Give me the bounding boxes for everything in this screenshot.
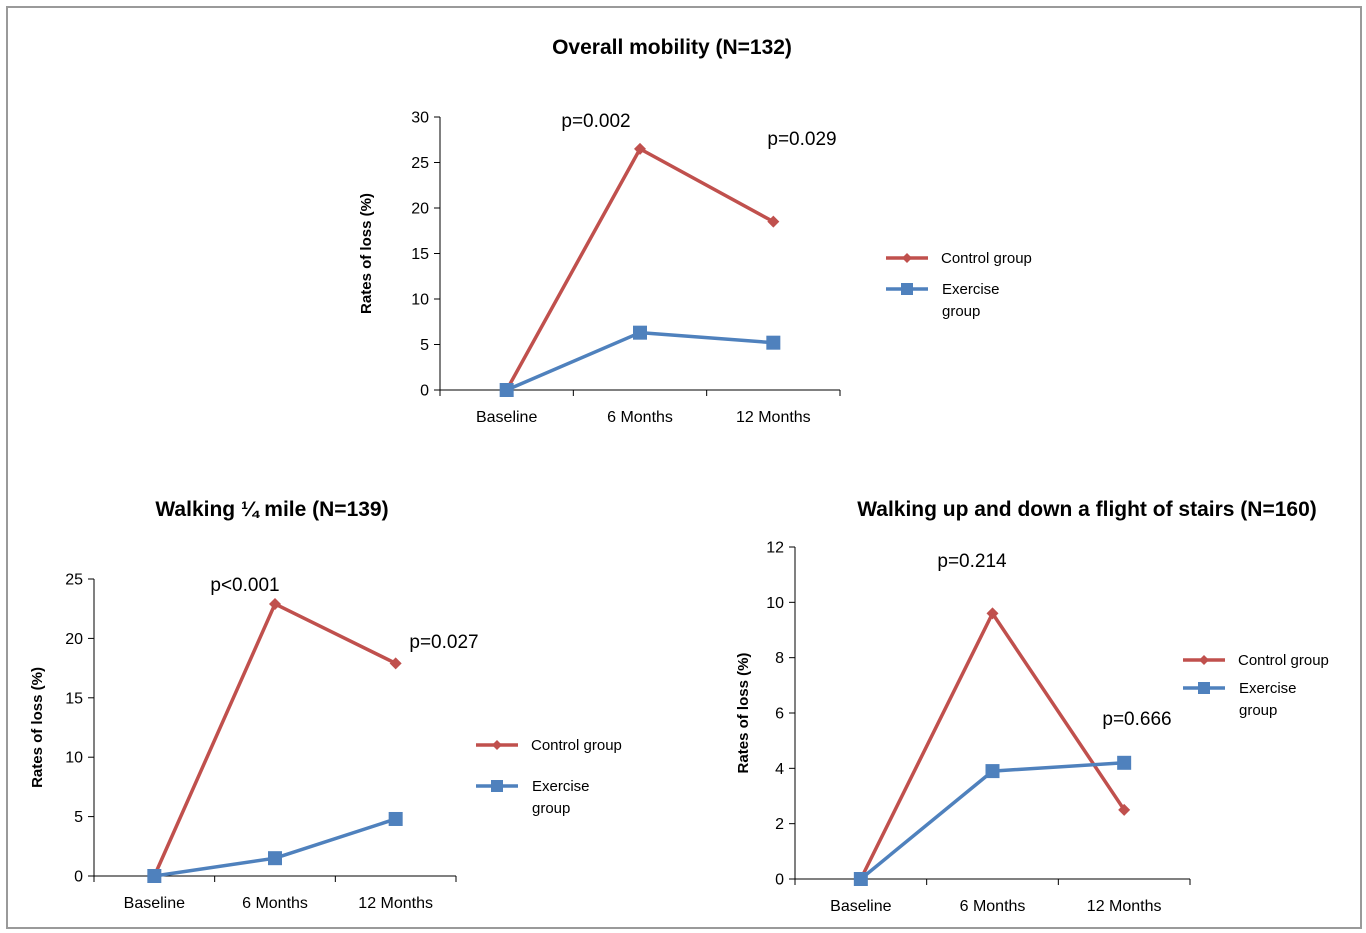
- x-tick-label: 12 Months: [736, 409, 811, 426]
- series-exercise: [499, 325, 781, 397]
- y-tick-label: 20: [411, 201, 429, 218]
- legend-label: Exercise: [942, 281, 1000, 298]
- y-tick-label: 0: [775, 872, 784, 889]
- y-tick-label: 8: [775, 650, 784, 667]
- data-point: [388, 811, 403, 826]
- y-tick-label: 2: [775, 816, 784, 833]
- legend-marker: [492, 740, 502, 750]
- p-value-annotation: p=0.027: [409, 632, 478, 653]
- chart-1: Overall mobility (N=132) 0 5 10 15 20 25 30 Base…: [358, 36, 1032, 426]
- legend: Control group Exercise group: [476, 737, 622, 817]
- y-tick-label: 5: [74, 809, 83, 826]
- legend: Control group Exercise group: [1183, 652, 1329, 719]
- data-point: [766, 335, 781, 350]
- data-point: [268, 851, 282, 866]
- chart-3: Walking up and down a flight of stairs (…: [735, 498, 1329, 915]
- data-point: [633, 325, 647, 340]
- legend-label: Exercise: [532, 778, 590, 795]
- p-value-annotation: p=0.002: [561, 111, 630, 132]
- x-tick-label: 12 Months: [1087, 898, 1162, 915]
- data-point: [634, 142, 646, 155]
- y-tick-label: 0: [74, 869, 83, 886]
- x-tick-label: Baseline: [830, 898, 891, 915]
- data-point: [147, 869, 162, 883]
- data-point: [389, 657, 402, 670]
- chart-title: Walking ¼ mile (N=139): [155, 498, 388, 521]
- p-value-annotation: p<0.001: [210, 575, 279, 596]
- legend-marker: [901, 283, 913, 295]
- x-tick-label: Baseline: [476, 409, 537, 426]
- series-line: [505, 147, 775, 391]
- legend-label: group: [1239, 702, 1277, 719]
- y-axis-label: Rates of loss (%): [29, 667, 46, 788]
- legend-label: Control group: [1238, 652, 1329, 669]
- series-line: [505, 330, 774, 392]
- y-axis-label: Rates of loss (%): [735, 653, 752, 774]
- series-line: [152, 602, 397, 877]
- y-tick-label: 30: [411, 110, 429, 127]
- series-control: [500, 142, 780, 396]
- y-tick-label: 12: [766, 540, 784, 557]
- y-tick-label: 15: [411, 246, 429, 263]
- y-tick-label: 20: [65, 631, 83, 648]
- data-point: [269, 597, 281, 610]
- data-point: [986, 607, 999, 620]
- chart-title: Overall mobility (N=132): [552, 36, 792, 59]
- x-tick-label: 6 Months: [960, 898, 1026, 915]
- p-value-annotation: p=0.029: [767, 129, 836, 150]
- legend-marker: [1198, 682, 1210, 694]
- y-axis-label: Rates of loss (%): [358, 193, 375, 314]
- y-tick-label: 15: [65, 690, 83, 707]
- data-point: [499, 383, 514, 397]
- p-value-annotation: p=0.214: [937, 551, 1007, 572]
- x-tick-label: 12 Months: [358, 895, 433, 912]
- y-tick-label: 10: [766, 595, 784, 612]
- data-point: [767, 215, 780, 228]
- y-tick-label: 0: [420, 383, 429, 400]
- series-line: [859, 761, 1125, 881]
- x-tick-label: 6 Months: [242, 895, 308, 912]
- chart-title: Walking up and down a flight of stairs (…: [857, 498, 1317, 521]
- y-tick-label: 6: [775, 706, 784, 723]
- chart-2: Walking ¼ mile (N=139) 0 5 10 15 20 25 Baseline…: [29, 498, 622, 912]
- y-tick-label: 10: [411, 292, 429, 309]
- figure-frame: [6, 6, 1362, 929]
- p-value-annotation: p=0.666: [1102, 709, 1171, 730]
- data-point: [1117, 755, 1132, 770]
- legend: Control group Exercise group: [886, 250, 1032, 320]
- x-tick-label: Baseline: [124, 895, 185, 912]
- legend-label: Exercise: [1239, 680, 1297, 697]
- series-line: [859, 611, 1126, 880]
- data-point: [853, 872, 868, 886]
- y-tick-label: 5: [420, 337, 429, 354]
- y-tick-label: 10: [65, 750, 83, 767]
- data-point: [1118, 803, 1131, 816]
- legend-marker: [1199, 655, 1209, 665]
- legend-label: group: [532, 800, 570, 817]
- legend-marker: [491, 780, 503, 792]
- series-line: [154, 817, 397, 878]
- series-exercise: [147, 811, 403, 883]
- legend-label: Control group: [531, 737, 622, 754]
- series-exercise: [853, 755, 1132, 886]
- series-control: [854, 607, 1131, 885]
- y-tick-label: 25: [65, 572, 83, 589]
- y-tick-label: 4: [775, 761, 784, 778]
- data-point: [985, 764, 1000, 779]
- legend-label: Control group: [941, 250, 1032, 267]
- y-tick-label: 25: [411, 155, 429, 172]
- x-tick-label: 6 Months: [607, 409, 673, 426]
- legend-marker: [902, 253, 912, 263]
- legend-label: group: [942, 303, 980, 320]
- series-control: [148, 597, 402, 882]
